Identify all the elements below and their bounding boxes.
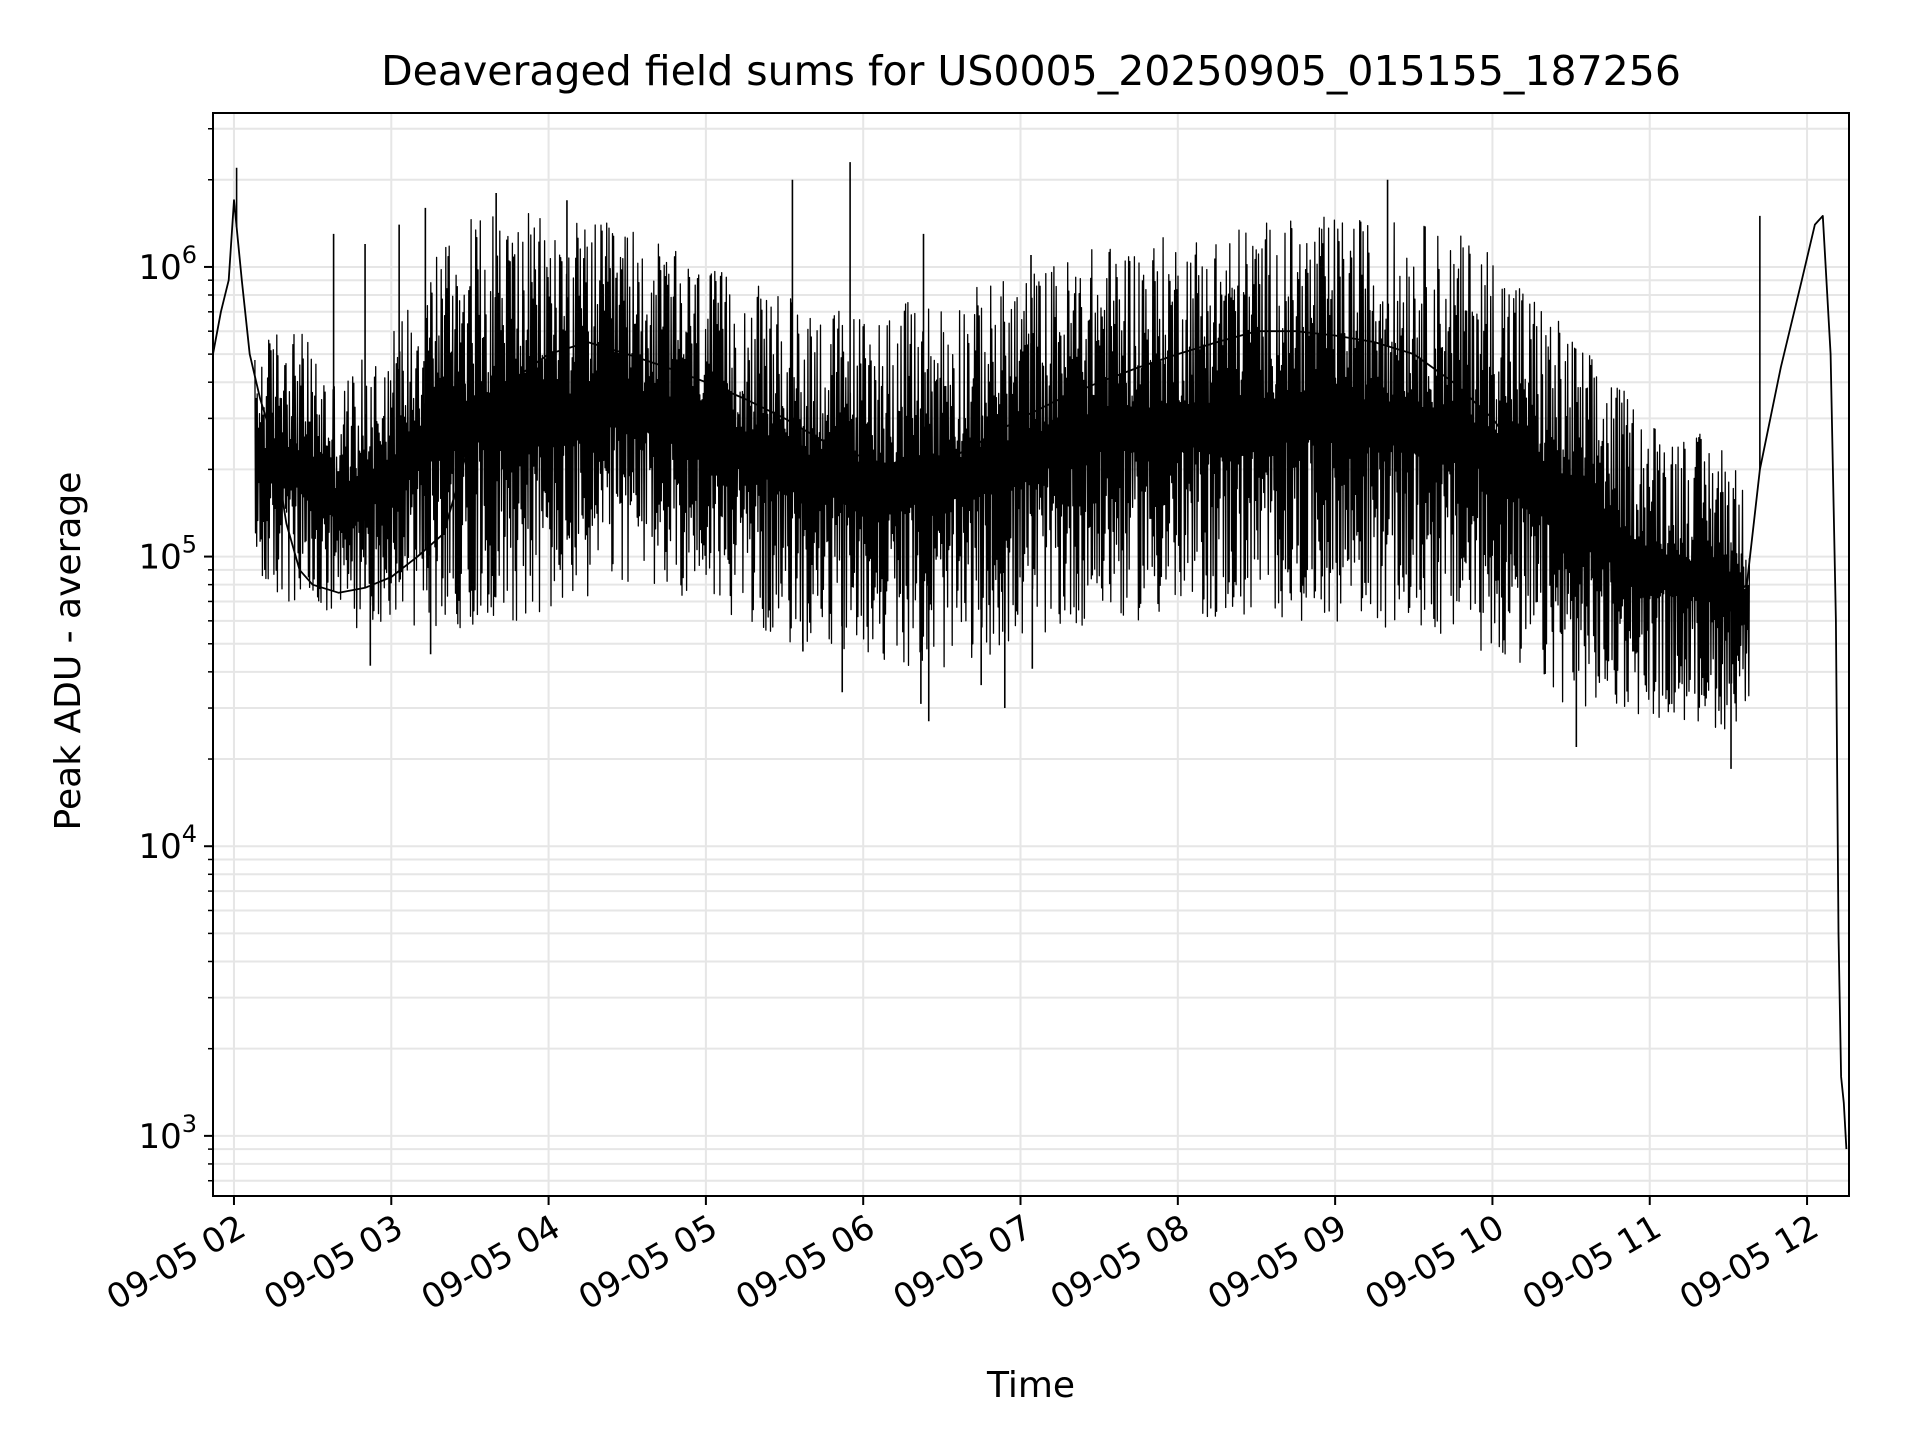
y-tick-label: 103 xyxy=(138,1110,197,1157)
y-tick-label: 105 xyxy=(138,531,197,578)
chart-title: Deaveraged field sums for US0005_2025090… xyxy=(381,47,1681,95)
data-layer xyxy=(212,162,1848,1150)
series-trace-dense xyxy=(254,212,1751,730)
series-line xyxy=(212,199,1848,1150)
x-axis-label: Time xyxy=(986,1365,1075,1406)
y-tick-label: 106 xyxy=(138,241,197,288)
plot-frame xyxy=(212,112,1850,1197)
y-axis-label: Peak ADU - average xyxy=(48,472,89,831)
y-tick-label: 104 xyxy=(138,820,197,867)
